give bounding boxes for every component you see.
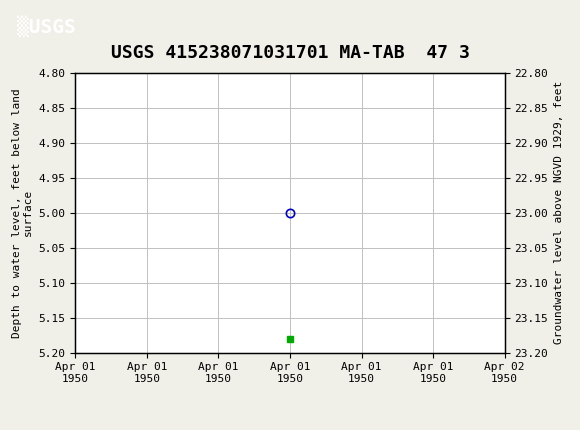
Y-axis label: Groundwater level above NGVD 1929, feet: Groundwater level above NGVD 1929, feet: [554, 81, 564, 344]
Text: ▒USGS: ▒USGS: [17, 15, 76, 37]
Text: USGS 415238071031701 MA-TAB  47 3: USGS 415238071031701 MA-TAB 47 3: [111, 44, 469, 62]
Y-axis label: Depth to water level, feet below land
surface: Depth to water level, feet below land su…: [12, 88, 33, 338]
